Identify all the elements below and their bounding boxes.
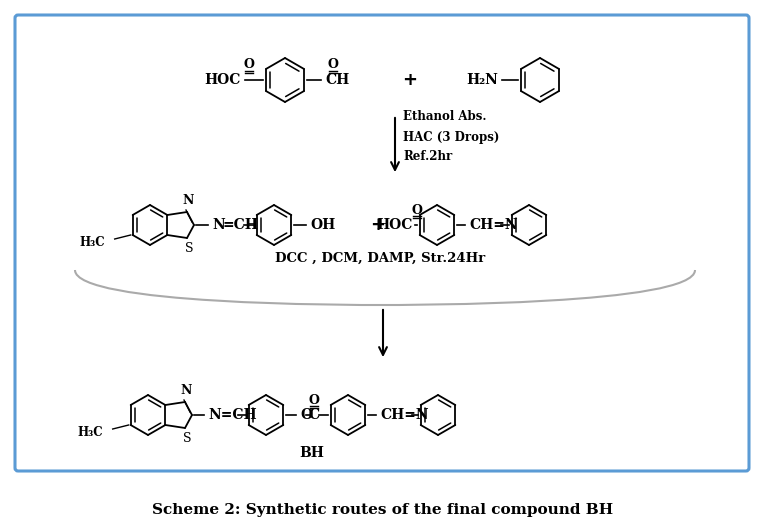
- Text: H₃C: H₃C: [79, 236, 105, 250]
- Text: =CH: =CH: [222, 218, 258, 232]
- FancyBboxPatch shape: [15, 15, 749, 471]
- Text: N: N: [212, 218, 224, 232]
- Text: HOC: HOC: [377, 218, 413, 232]
- Text: O: O: [309, 393, 319, 407]
- Text: C: C: [309, 408, 319, 422]
- Text: +: +: [402, 71, 417, 89]
- Text: O: O: [300, 408, 312, 422]
- Text: Ethanol Abs.
HAC (3 Drops)
Ref.2hr: Ethanol Abs. HAC (3 Drops) Ref.2hr: [403, 110, 499, 164]
- Text: OH: OH: [310, 218, 336, 232]
- Text: HOC: HOC: [205, 73, 241, 87]
- Text: N: N: [182, 194, 194, 207]
- Text: S: S: [183, 432, 192, 445]
- Text: O: O: [328, 58, 339, 72]
- Text: CH=N: CH=N: [469, 218, 518, 232]
- Text: N: N: [180, 384, 192, 397]
- Text: CH: CH: [325, 73, 349, 87]
- Text: O: O: [411, 203, 422, 217]
- Text: O: O: [244, 58, 254, 72]
- Text: N=CH: N=CH: [208, 408, 257, 422]
- Text: DCC , DCM, DAMP, Str.24Hr: DCC , DCM, DAMP, Str.24Hr: [275, 252, 485, 264]
- Text: +: +: [371, 216, 385, 234]
- Text: H₂N: H₂N: [466, 73, 498, 87]
- Text: H₃C: H₃C: [77, 426, 103, 440]
- Text: Scheme 2: Synthetic routes of the final compound BH: Scheme 2: Synthetic routes of the final …: [152, 503, 614, 517]
- Text: S: S: [185, 242, 193, 255]
- Text: CH=N: CH=N: [380, 408, 429, 422]
- Text: BH: BH: [300, 446, 325, 460]
